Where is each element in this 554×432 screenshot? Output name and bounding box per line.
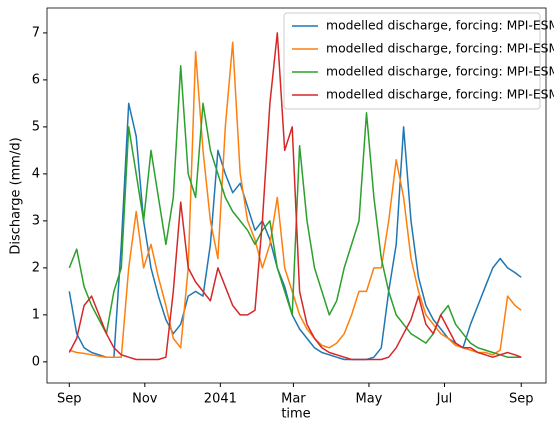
- y-tick-label: 2: [32, 260, 40, 275]
- line-series: [69, 41, 522, 358]
- y-tick-label: 5: [32, 119, 40, 134]
- line-series: [68, 65, 522, 358]
- legend-label: modelled discharge, forcing: MPI-ESM1-2-…: [326, 18, 554, 33]
- x-tick-label: 2041: [204, 392, 237, 407]
- legend-label: modelled discharge, forcing: MPI-ESM1-2-…: [326, 41, 554, 56]
- legend-label: modelled discharge, forcing: MPI-ESM1-2-…: [326, 87, 554, 102]
- y-tick-label: 4: [32, 166, 40, 181]
- x-axis-label: time: [281, 407, 310, 422]
- y-tick-label: 7: [32, 25, 40, 40]
- legend-box: [283, 12, 541, 110]
- legend: modelled discharge, forcing: MPI-ESM1-2-…: [283, 12, 554, 110]
- x-tick-label: Sep: [509, 392, 534, 407]
- x-tick-label: Jul: [436, 392, 453, 407]
- line-series: [68, 32, 522, 361]
- y-axis-label: Discharge (mm/d): [9, 137, 24, 254]
- y-tick-label: 6: [32, 72, 40, 87]
- x-tick-label: Sep: [57, 392, 82, 407]
- y-tick-label: 3: [32, 213, 40, 228]
- x-tick-label: Mar: [281, 392, 306, 407]
- x-tick-label: May: [355, 392, 382, 407]
- x-tick-label: Nov: [132, 392, 158, 407]
- y-tick-label: 0: [32, 354, 40, 369]
- plot-frame: [46, 7, 547, 384]
- y-tick-label: 1: [32, 307, 40, 322]
- legend-label: modelled discharge, forcing: MPI-ESM1-2-…: [326, 64, 554, 79]
